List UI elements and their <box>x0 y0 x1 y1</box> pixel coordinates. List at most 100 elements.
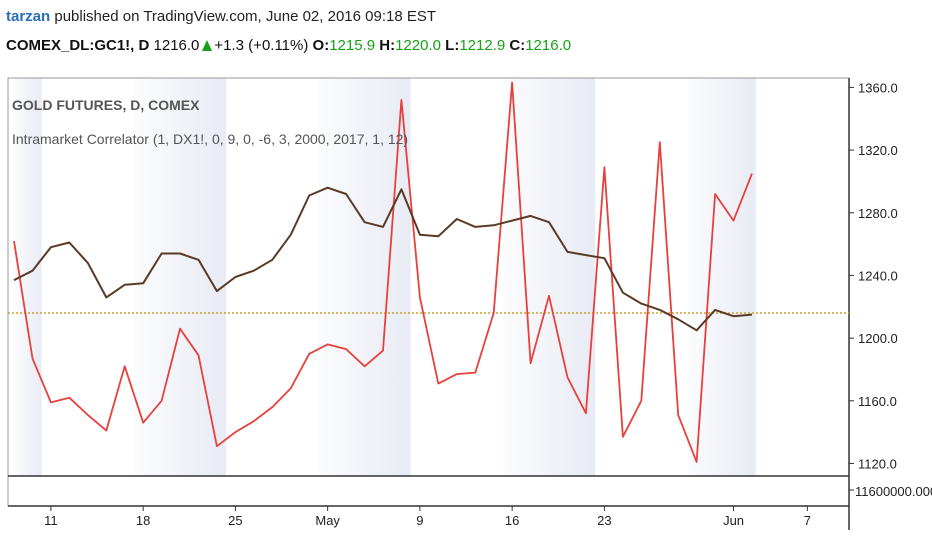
correlator-point <box>732 219 736 223</box>
correlator-point <box>529 361 533 365</box>
correlator-point <box>566 375 570 379</box>
correlator-point <box>270 405 274 409</box>
y-tick-label: 1160.0 <box>858 394 897 409</box>
correlator-point <box>160 399 164 403</box>
price-point <box>178 251 182 255</box>
correlator-point <box>695 460 699 464</box>
correlator-point <box>215 444 219 448</box>
last-price: 1216.0 <box>153 37 200 54</box>
correlator-point <box>123 364 127 368</box>
session-band <box>687 78 756 476</box>
close-value: 1216.0 <box>525 37 572 54</box>
correlator-point <box>399 98 403 102</box>
price-point <box>233 275 237 279</box>
y-tick-label: 1240.0 <box>858 268 898 283</box>
correlator-point <box>621 435 625 439</box>
indicator-label: Intramarket Correlator (1, DX1!, 0, 9, 0… <box>12 131 408 147</box>
x-tick-label: May <box>315 513 340 528</box>
price-change: +1.3 (+0.11%) <box>214 37 309 54</box>
correlator-point <box>307 352 311 356</box>
x-tick-label: 11 <box>44 513 58 528</box>
correlator-point <box>492 311 496 315</box>
price-point <box>695 328 699 332</box>
correlator-point <box>12 239 16 243</box>
price-point <box>455 217 459 221</box>
price-point <box>12 278 16 282</box>
high-label: H: <box>379 37 396 54</box>
session-bands <box>14 78 756 476</box>
lower-pane-axis-label: 11600000.0000 <box>855 484 932 499</box>
correlator-point <box>289 386 293 390</box>
price-point <box>197 258 201 262</box>
chart-frame <box>7 77 854 530</box>
price-point <box>602 256 606 260</box>
y-tick-label: 1360.0 <box>858 80 898 95</box>
correlator-point <box>49 400 53 404</box>
correlator-point <box>141 421 145 425</box>
publish-text: published on TradingView.com, June 02, 2… <box>54 8 437 25</box>
correlator-point <box>750 172 754 176</box>
session-band <box>318 78 411 476</box>
chart-header: tarzan published on TradingView.com, Jun… <box>0 0 932 70</box>
price-point <box>270 258 274 262</box>
y-tick-label: 1320.0 <box>858 143 898 158</box>
price-point <box>123 283 127 287</box>
open-value: 1215.9 <box>329 37 376 54</box>
price-point <box>750 313 754 317</box>
price-point <box>621 291 625 295</box>
price-series-line <box>13 186 753 332</box>
correlator-point <box>713 192 717 196</box>
x-tick-label: 23 <box>597 513 611 528</box>
x-tick-label: 16 <box>505 513 519 528</box>
y-tick-label: 1280.0 <box>858 206 898 221</box>
close-label: C: <box>509 37 526 54</box>
correlator-point <box>344 347 348 351</box>
price-point <box>141 281 145 285</box>
price-point <box>547 220 551 224</box>
price-point <box>363 220 367 224</box>
price-point <box>492 223 496 227</box>
correlator-point <box>584 411 588 415</box>
price-point <box>49 245 53 249</box>
correlator-point <box>455 372 459 376</box>
correlator-point <box>473 371 477 375</box>
high-value: 1220.0 <box>395 37 441 54</box>
price-point <box>399 187 403 191</box>
session-band <box>133 78 227 476</box>
correlator-point <box>252 419 256 423</box>
x-tick-label: 25 <box>228 513 242 528</box>
price-point <box>326 186 330 190</box>
symbol-label[interactable]: COMEX_DL:GC1!, D <box>6 37 150 54</box>
price-point <box>584 253 588 257</box>
correlator-point <box>326 342 330 346</box>
y-tick-label: 1120.0 <box>858 456 897 471</box>
price-point <box>732 314 736 318</box>
low-label: L: <box>445 37 460 54</box>
correlator-point <box>658 140 662 144</box>
correlator-point <box>30 356 34 360</box>
publish-line: tarzan published on TradingView.com, Jun… <box>6 8 436 25</box>
x-tick-label: Jun <box>723 513 744 528</box>
price-point <box>566 250 570 254</box>
low-value: 1212.9 <box>459 37 506 54</box>
price-point <box>510 219 514 223</box>
correlator-point <box>547 294 551 298</box>
price-point <box>473 225 477 229</box>
price-point <box>418 233 422 237</box>
correlator-point <box>602 165 606 169</box>
price-point <box>289 233 293 237</box>
correlator-point <box>104 429 108 433</box>
session-band <box>502 78 596 476</box>
price-point <box>344 192 348 196</box>
price-point <box>160 251 164 255</box>
quote-line: COMEX_DL:GC1!, D 1216.0 +1.3 (+0.11%) O:1… <box>6 37 571 54</box>
price-point <box>67 241 71 245</box>
price-point <box>658 308 662 312</box>
price-point <box>252 269 256 273</box>
price-point <box>381 225 385 229</box>
price-point <box>676 317 680 321</box>
x-tick-label: 9 <box>416 513 423 528</box>
time-axis: 11 18 25 May 9 16 23 Jun 7 <box>44 506 811 528</box>
author-link[interactable]: tarzan <box>6 8 51 25</box>
